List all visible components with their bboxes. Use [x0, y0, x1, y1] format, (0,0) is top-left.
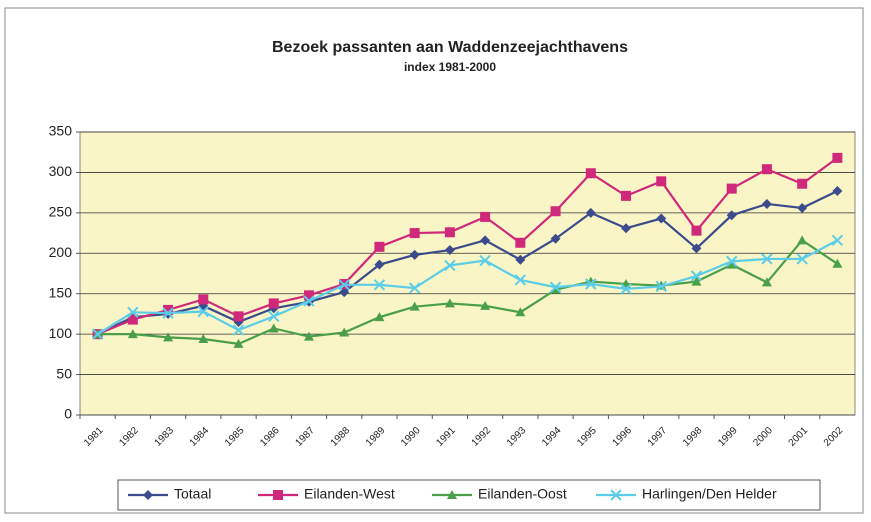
marker	[127, 314, 138, 325]
marker	[338, 279, 350, 291]
marker	[444, 245, 455, 256]
marker	[691, 243, 702, 254]
marker	[514, 274, 527, 286]
marker	[197, 305, 210, 318]
marker	[480, 300, 491, 310]
marker	[268, 310, 280, 323]
marker	[374, 259, 385, 270]
marker	[303, 295, 315, 307]
marker	[373, 279, 386, 291]
marker	[408, 282, 421, 294]
marker	[198, 333, 209, 343]
line	[97, 156, 839, 336]
marker	[143, 490, 153, 500]
marker	[447, 490, 457, 499]
marker	[796, 253, 808, 265]
marker	[162, 307, 174, 319]
marker	[91, 328, 104, 340]
marker	[268, 323, 279, 333]
chart-subtitle: index 1981-2000	[404, 60, 496, 74]
marker	[549, 281, 562, 293]
marker	[515, 307, 526, 317]
marker	[620, 283, 632, 295]
marker	[832, 152, 843, 163]
marker	[797, 178, 808, 189]
marker	[515, 254, 526, 265]
legend-label: Eilanden-West	[304, 486, 395, 502]
marker	[691, 276, 702, 286]
y-tick-label: 200	[49, 244, 73, 260]
marker	[339, 327, 350, 337]
marker	[726, 183, 737, 194]
marker	[232, 324, 245, 336]
y-tick-label: 0	[64, 406, 72, 422]
y-tick-label: 100	[49, 325, 73, 341]
marker	[761, 253, 773, 265]
marker	[831, 234, 844, 247]
y-tick-label: 150	[49, 284, 73, 300]
marker	[797, 203, 808, 214]
line	[97, 190, 838, 336]
y-tick-label: 250	[49, 204, 73, 220]
marker	[409, 249, 420, 260]
marker	[515, 237, 526, 248]
marker	[832, 186, 843, 197]
marker	[621, 190, 632, 201]
marker	[550, 233, 561, 244]
marker	[374, 312, 385, 322]
marker	[761, 198, 772, 209]
marker	[339, 287, 350, 298]
marker	[198, 294, 209, 305]
marker	[761, 164, 772, 175]
marker	[268, 298, 279, 309]
marker	[444, 259, 456, 272]
marker	[691, 225, 702, 236]
marker	[127, 329, 138, 339]
marker	[163, 332, 174, 342]
marker	[479, 254, 491, 267]
y-tick-label: 50	[56, 365, 72, 381]
marker	[797, 235, 808, 245]
marker	[690, 270, 703, 282]
marker	[656, 176, 667, 187]
marker	[409, 228, 420, 239]
y-tick-label: 300	[49, 163, 73, 179]
plot-area	[79, 131, 856, 416]
marker	[480, 235, 491, 246]
y-tick-label: 350	[49, 123, 73, 139]
legend-label: Totaal	[174, 486, 211, 502]
legend-label: Harlingen/Den Helder	[642, 486, 777, 502]
marker	[656, 213, 667, 224]
marker	[444, 298, 455, 308]
marker	[127, 306, 139, 319]
marker	[409, 301, 420, 311]
marker	[233, 338, 244, 348]
marker	[726, 210, 737, 221]
line	[97, 238, 838, 345]
chart-title: Bezoek passanten aan Waddenzeejachthaven…	[272, 39, 628, 56]
marker	[610, 489, 622, 501]
marker	[480, 211, 491, 222]
marker	[655, 280, 667, 293]
marker	[550, 206, 561, 217]
marker	[585, 168, 596, 179]
marker	[273, 490, 283, 500]
marker	[444, 227, 455, 238]
marker	[585, 207, 596, 218]
marker	[233, 311, 244, 322]
legend-label: Eilanden-Oost	[478, 486, 567, 502]
marker	[303, 290, 314, 301]
line	[97, 239, 838, 336]
marker	[832, 258, 843, 268]
marker	[163, 304, 174, 315]
marker	[725, 255, 738, 268]
marker	[761, 277, 772, 287]
marker	[303, 331, 314, 341]
marker	[374, 241, 385, 252]
marker	[726, 259, 737, 269]
marker	[621, 223, 632, 234]
marker	[585, 278, 597, 290]
marker	[550, 284, 561, 294]
